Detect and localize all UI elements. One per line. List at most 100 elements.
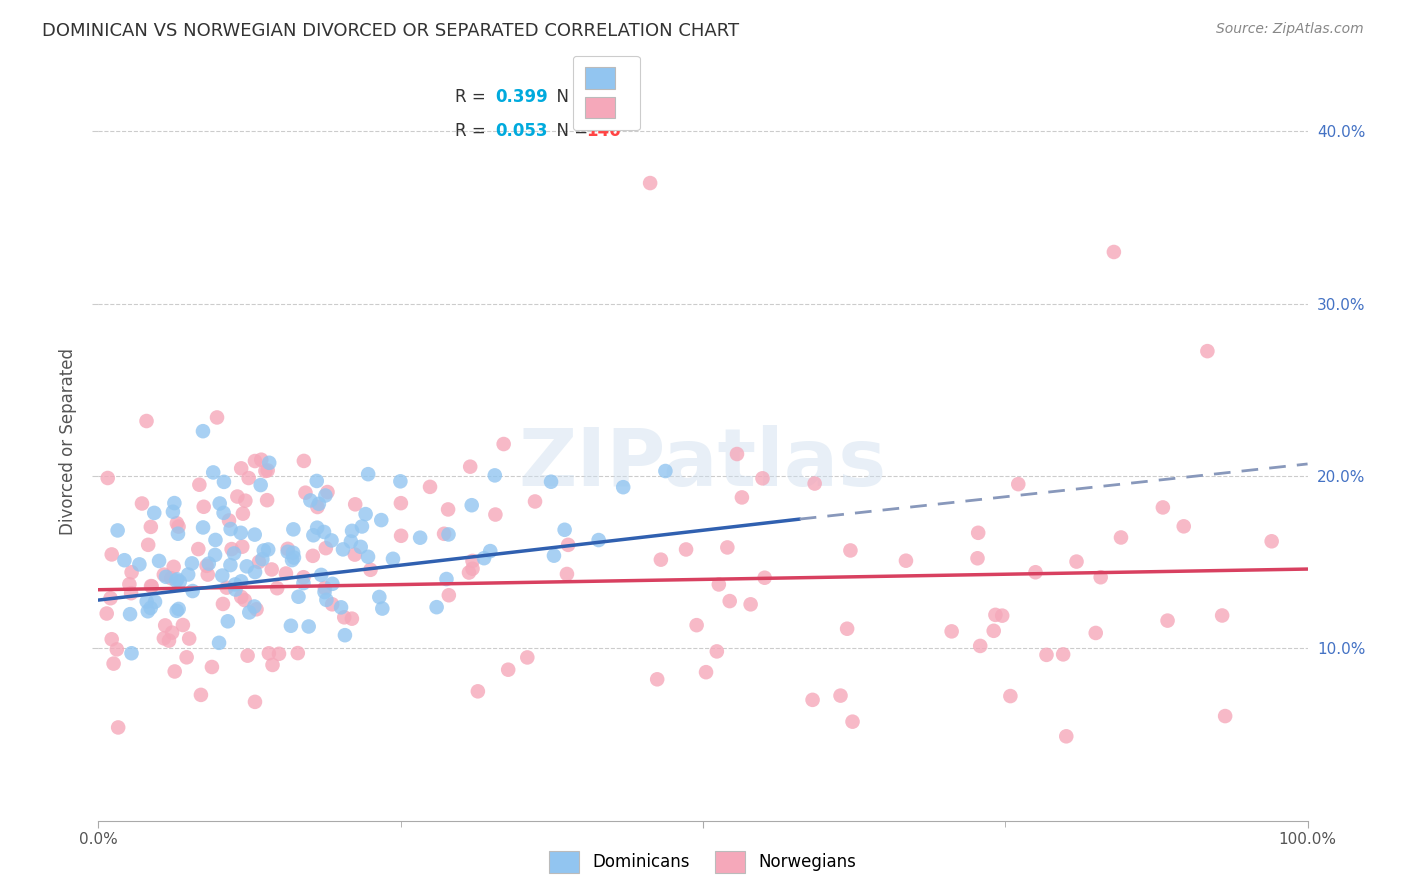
Point <box>1090 570 1112 584</box>
Point <box>294 485 316 500</box>
Point <box>1035 648 1057 662</box>
Point <box>340 524 363 538</box>
Point <box>193 500 215 514</box>
Point <box>135 594 157 608</box>
Point <box>201 660 224 674</box>
Point <box>243 527 266 541</box>
Point <box>254 464 277 478</box>
Point <box>205 410 228 425</box>
Point <box>257 542 280 557</box>
Point <box>716 541 738 555</box>
Point <box>1109 531 1132 545</box>
Point <box>143 506 166 520</box>
Text: 102: 102 <box>586 87 620 105</box>
Point <box>197 567 219 582</box>
Point <box>419 480 441 494</box>
Point <box>120 586 142 600</box>
Point <box>1052 648 1074 662</box>
Point <box>274 566 297 581</box>
Point <box>231 540 253 554</box>
Point <box>484 508 506 522</box>
Point <box>314 581 336 595</box>
Point <box>467 684 489 698</box>
Point <box>120 607 142 622</box>
Point <box>307 521 329 535</box>
Point <box>235 493 257 508</box>
Point <box>100 632 122 647</box>
Point <box>217 615 239 629</box>
Point <box>292 576 315 591</box>
Point <box>157 633 180 648</box>
Point <box>314 585 336 599</box>
Text: R =: R = <box>456 121 491 140</box>
Point <box>187 542 209 557</box>
Point <box>1211 608 1233 623</box>
Point <box>830 689 852 703</box>
Point <box>299 493 322 508</box>
Point <box>969 639 991 653</box>
Point <box>409 531 432 545</box>
Point <box>333 610 356 624</box>
Point <box>492 437 515 451</box>
Point <box>461 498 484 512</box>
Point <box>238 606 260 620</box>
Point <box>357 467 380 482</box>
Point <box>212 506 235 520</box>
Point <box>181 584 204 599</box>
Point <box>256 463 278 477</box>
Text: N =: N = <box>546 121 593 140</box>
Point <box>238 471 260 485</box>
Point <box>155 570 177 584</box>
Point <box>160 571 183 585</box>
Point <box>343 548 366 562</box>
Point <box>292 454 315 468</box>
Point <box>281 546 304 560</box>
Point <box>283 550 305 565</box>
Point <box>307 500 329 514</box>
Text: N =: N = <box>546 87 593 105</box>
Point <box>163 665 186 679</box>
Point <box>208 496 231 510</box>
Point <box>280 619 302 633</box>
Point <box>139 601 162 615</box>
Point <box>370 513 392 527</box>
Point <box>224 577 246 591</box>
Point <box>1260 534 1282 549</box>
Point <box>112 553 135 567</box>
Point <box>839 543 862 558</box>
Point <box>437 502 460 516</box>
Point <box>436 572 458 586</box>
Point <box>136 604 159 618</box>
Point <box>191 520 214 534</box>
Point <box>638 176 661 190</box>
Point <box>458 459 481 474</box>
Point <box>557 538 579 552</box>
Point <box>107 524 129 538</box>
Point <box>222 546 245 560</box>
Point <box>135 414 157 428</box>
Point <box>332 542 354 557</box>
Point <box>208 636 231 650</box>
Point <box>1024 566 1046 580</box>
Point <box>308 497 330 511</box>
Point <box>389 529 412 543</box>
Point <box>321 597 343 611</box>
Point <box>803 476 825 491</box>
Point <box>277 545 299 559</box>
Point <box>211 568 233 582</box>
Point <box>97 471 120 485</box>
Point <box>496 663 519 677</box>
Point <box>983 624 1005 638</box>
Point <box>243 565 266 579</box>
Point <box>340 612 363 626</box>
Point <box>166 572 188 586</box>
Text: ZIPatlas: ZIPatlas <box>519 425 887 503</box>
Point <box>718 594 741 608</box>
Point <box>312 524 335 539</box>
Point <box>433 526 456 541</box>
Point <box>354 507 377 521</box>
Point <box>136 538 159 552</box>
Point <box>224 582 246 597</box>
Point <box>243 599 266 614</box>
Point <box>287 590 309 604</box>
